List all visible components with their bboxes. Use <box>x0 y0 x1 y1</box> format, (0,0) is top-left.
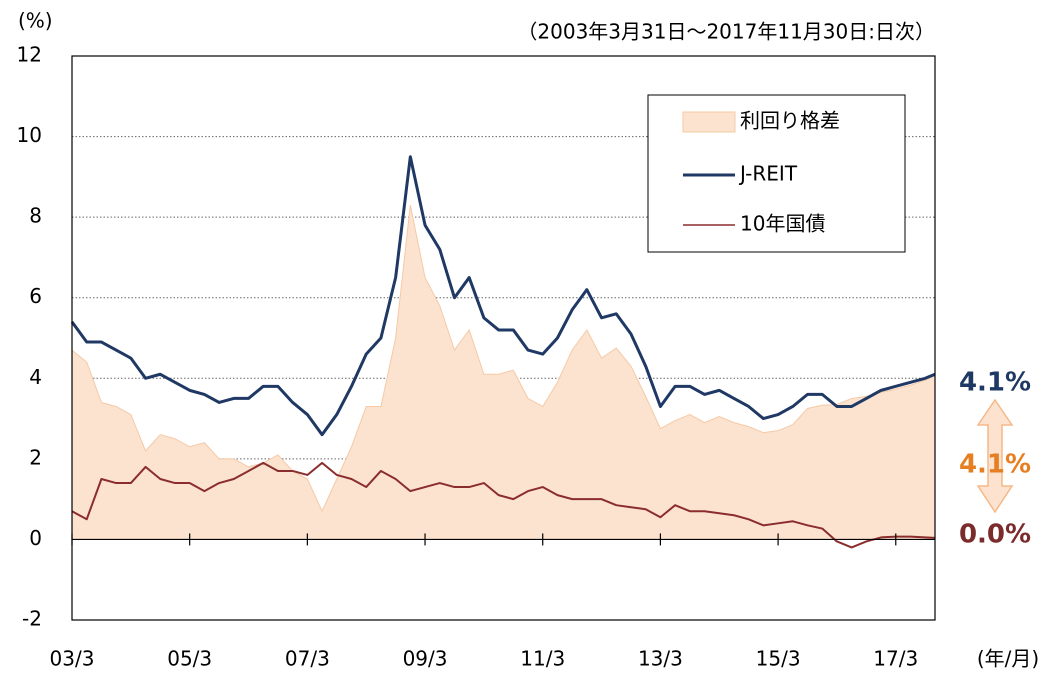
y-tick-label: 6 <box>29 284 42 308</box>
y-tick-label: 12 <box>17 43 42 67</box>
legend-swatch <box>682 111 736 133</box>
plot-frame <box>71 55 936 621</box>
y-axis-label: (%) <box>18 9 53 33</box>
plot-area <box>70 136 936 549</box>
legend-label: J-REIT <box>738 162 798 186</box>
x-tick-label: 15/3 <box>756 647 801 671</box>
y-tick-label: 2 <box>29 445 42 469</box>
x-axis-label: (年/月) <box>977 647 1039 671</box>
y-tick-label: 10 <box>17 123 42 147</box>
double-arrow <box>976 398 1014 514</box>
series-line <box>70 155 936 437</box>
annotation: 4.1% <box>959 450 1031 480</box>
subtitle: （2003年3月31日～2017年11月30日:日次） <box>517 20 935 44</box>
legend-label: 10年国債 <box>740 212 825 236</box>
y-tick-label: 8 <box>29 204 42 228</box>
y-tick-label: 4 <box>29 365 42 389</box>
x-tick-label: 09/3 <box>403 647 448 671</box>
legend-label: 利回り格差 <box>740 109 840 133</box>
spread-area <box>71 204 936 540</box>
x-tick-label: 13/3 <box>638 647 683 671</box>
y-tick-label: -2 <box>22 607 42 631</box>
x-tick-label: 03/3 <box>50 647 95 671</box>
annotation: 4.1% <box>959 368 1031 398</box>
series-line <box>71 461 936 549</box>
x-tick-label: 11/3 <box>520 647 565 671</box>
annotation: 0.0% <box>959 520 1031 550</box>
x-tick-label: 17/3 <box>873 647 918 671</box>
x-tick-label: 05/3 <box>167 647 212 671</box>
x-tick-label: 07/3 <box>285 647 330 671</box>
y-tick-label: 0 <box>29 526 42 550</box>
